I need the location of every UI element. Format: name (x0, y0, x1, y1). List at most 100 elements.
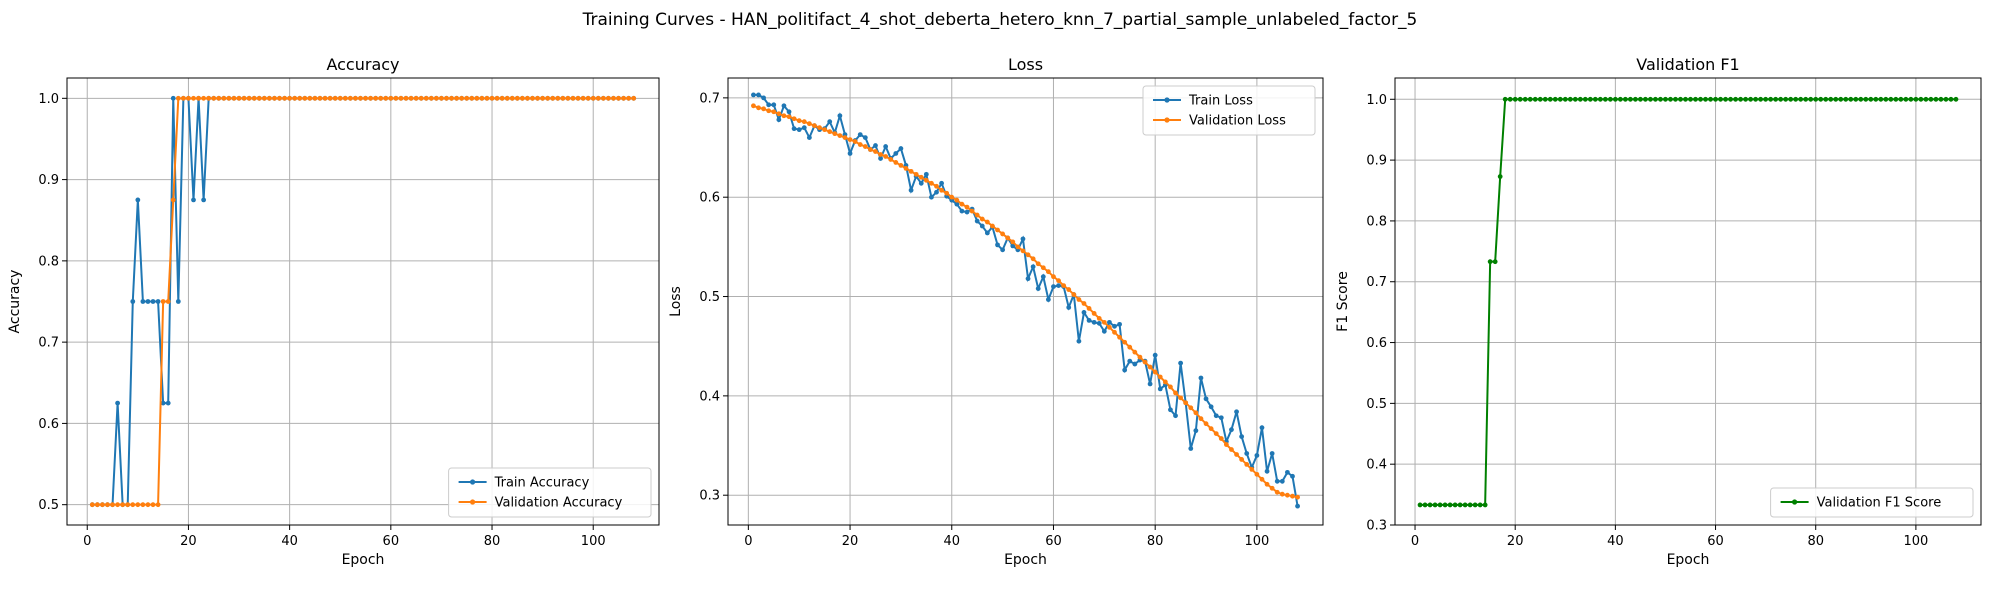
data-point (150, 299, 156, 304)
data-point (514, 95, 520, 101)
data-point (1487, 259, 1493, 265)
data-point (1269, 485, 1275, 491)
data-point (231, 95, 237, 101)
data-point (216, 95, 222, 101)
data-point (801, 119, 807, 125)
data-point (939, 180, 944, 186)
data-point (1086, 306, 1092, 311)
data-point (626, 95, 632, 101)
data-point (1743, 96, 1748, 102)
data-point (1045, 269, 1051, 275)
data-point (631, 95, 637, 101)
data-point (969, 208, 975, 214)
data-point (929, 194, 934, 200)
data-point (1597, 96, 1603, 102)
data-point (449, 95, 454, 101)
data-point (1688, 96, 1693, 102)
data-point (1076, 338, 1082, 344)
data-point (873, 143, 878, 148)
data-point (1234, 409, 1239, 415)
data-point (464, 95, 470, 101)
data-point (761, 95, 766, 101)
data-point (1168, 384, 1173, 390)
data-point (1562, 96, 1568, 102)
x-tick-label: 0 (744, 534, 752, 549)
data-point (1492, 259, 1498, 265)
y-tick-label: 0.9 (38, 173, 59, 188)
data-point (1239, 434, 1245, 439)
data-point (1462, 502, 1468, 508)
data-point (923, 171, 929, 177)
data-point (383, 95, 389, 101)
data-point (1472, 502, 1478, 508)
data-point (786, 114, 792, 120)
data-point (474, 95, 480, 101)
data-point (1020, 236, 1026, 242)
data-point (1168, 407, 1173, 413)
x-tick-label: 100 (1244, 534, 1269, 549)
data-point (1557, 96, 1563, 102)
data-point (949, 194, 955, 200)
data-point (1142, 359, 1148, 365)
data-point (585, 95, 591, 101)
data-point (964, 204, 970, 210)
data-point (1773, 96, 1779, 102)
data-point (378, 95, 384, 101)
data-point (266, 95, 272, 101)
data-point (984, 219, 990, 225)
y-tick-label: 0.5 (38, 498, 59, 513)
data-point (454, 95, 460, 101)
data-point (923, 177, 929, 183)
data-point (1040, 265, 1046, 271)
data-point (1218, 415, 1224, 421)
data-point (226, 95, 232, 101)
legend-box (448, 467, 652, 518)
data-point (1010, 239, 1016, 245)
data-point (944, 190, 950, 196)
legend-marker (470, 479, 476, 485)
data-point (878, 152, 883, 157)
data-point (302, 95, 308, 101)
subplot-2: 0 20 40 60 80 100 0.3 0.4 0.5 0.6 0.7 0.8 0.9 1.0 Vali… (1335, 55, 1982, 568)
data-point (781, 103, 787, 109)
data-point (499, 95, 505, 101)
data-point (160, 299, 166, 304)
y-tick-label: 0.3 (1366, 519, 1387, 534)
data-point (1173, 413, 1178, 419)
data-point (135, 502, 141, 508)
data-point (827, 129, 833, 135)
data-point (832, 131, 838, 137)
plot-frame (66, 77, 660, 526)
data-point (459, 95, 465, 101)
data-point (251, 95, 257, 101)
data-point (555, 95, 561, 101)
x-tick-label: 60 (383, 534, 400, 549)
data-point (1567, 96, 1573, 102)
series-line-1 (92, 97, 634, 506)
data-point (1264, 481, 1270, 487)
data-point (1617, 96, 1623, 102)
data-point (545, 95, 551, 101)
x-tick-label: 60 (1707, 534, 1724, 549)
data-point (337, 95, 343, 101)
data-point (1427, 502, 1433, 508)
subplot-1: 0 20 40 60 80 100 0.3 0.4 0.5 0.6 0.7 Loss Epoch Loss… (668, 55, 1324, 568)
data-point (1259, 425, 1265, 431)
data-point (990, 223, 995, 229)
data-point (175, 299, 181, 304)
data-point (1203, 396, 1209, 402)
data-point (439, 95, 444, 101)
x-axis-label: Epoch (1667, 552, 1710, 568)
y-tick-label: 0.9 (1366, 154, 1387, 169)
y-tick-label: 0.4 (699, 389, 720, 404)
data-point (155, 502, 161, 508)
data-point (1643, 96, 1648, 102)
data-point (1147, 364, 1153, 370)
data-point (1848, 96, 1854, 102)
data-point (1107, 319, 1112, 325)
data-point (130, 502, 136, 508)
data-point (979, 223, 985, 229)
data-point (1913, 96, 1919, 102)
data-point (530, 95, 535, 101)
data-point (1030, 256, 1036, 262)
